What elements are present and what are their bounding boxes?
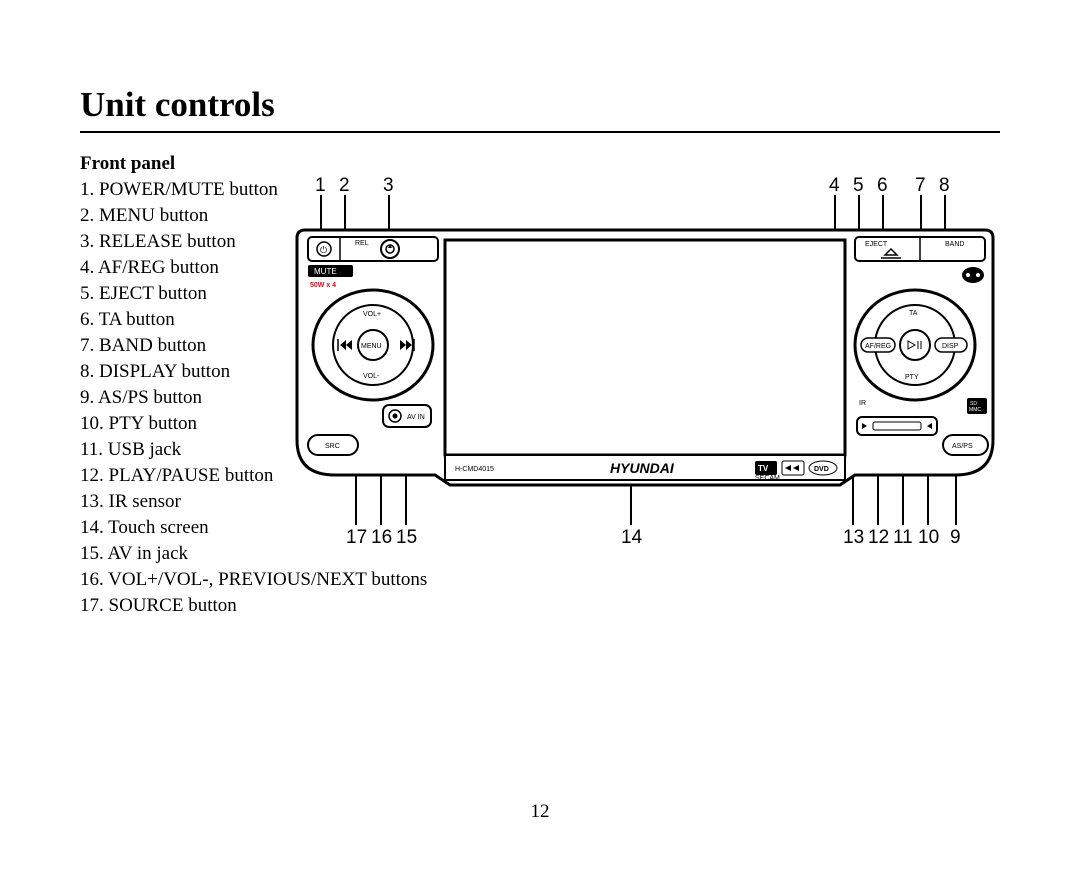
manual-page: Unit controls Front panel 1. POWER/MUTE … [0,0,1080,883]
eject-label: EJECT [865,241,888,248]
volplus-label: VOL+ [363,311,381,318]
brand-label: HYUNDAI [610,460,675,476]
legend-item: 16. VOL+/VOL-, PREVIOUS/NEXT buttons [80,567,1000,593]
callout-number: 3 [383,175,394,197]
title-rule [80,131,1000,133]
section-subhead: Front panel [80,153,1000,175]
callout-number: 12 [868,527,889,549]
callout-number: 17 [346,527,367,549]
svg-text:MMC: MMC [969,407,981,413]
pty-label: PTY [905,374,919,381]
legend-item: 17. SOURCE button [80,593,1000,619]
callout-number: 7 [915,175,926,197]
device-illustration: H-CMD4015 HYUNDAI TV SECAM DVD ⏻ [295,225,995,495]
ir-label: IR [859,400,866,407]
model-label: H-CMD4015 [455,466,494,473]
dvd-badge: DVD [809,461,837,475]
svg-text:MENU: MENU [361,343,382,350]
svg-text:AV IN: AV IN [407,414,425,421]
callout-number: 14 [621,527,642,549]
callout-number: 6 [877,175,888,197]
svg-text:⏻: ⏻ [320,245,327,255]
front-panel-diagram: 12345678 17161514131211109 H-CMD4015 HYU… [285,175,1005,545]
callout-number: 5 [853,175,864,197]
callout-number: 2 [339,175,350,197]
callout-number: 13 [843,527,864,549]
callout-number: 10 [918,527,939,549]
callout-number: 11 [893,527,913,549]
svg-text:MUTE: MUTE [314,267,337,276]
svg-text:DISP: DISP [942,343,959,350]
secam-label: SECAM [755,475,780,482]
callout-number: 1 [315,175,326,197]
callout-number: 15 [396,527,417,549]
tv-badge: TV [758,464,769,473]
power-rating: 50W x 4 [310,282,336,289]
svg-text:SRC: SRC [325,443,340,450]
svg-text:DVD: DVD [814,466,829,473]
rel-label: REL [355,240,369,247]
callout-number: 4 [829,175,840,197]
callout-number: 9 [950,527,961,549]
band-label: BAND [945,241,964,248]
svg-text:AF/REG: AF/REG [865,343,891,350]
page-number: 12 [0,801,1080,823]
callout-number: 8 [939,175,950,197]
svg-text:AS/PS: AS/PS [952,443,973,450]
volminus-label: VOL- [363,373,380,380]
page-title: Unit controls [80,85,1000,125]
disc-icon [962,267,984,283]
ta-label: TA [909,310,918,317]
callout-number: 16 [371,527,392,549]
